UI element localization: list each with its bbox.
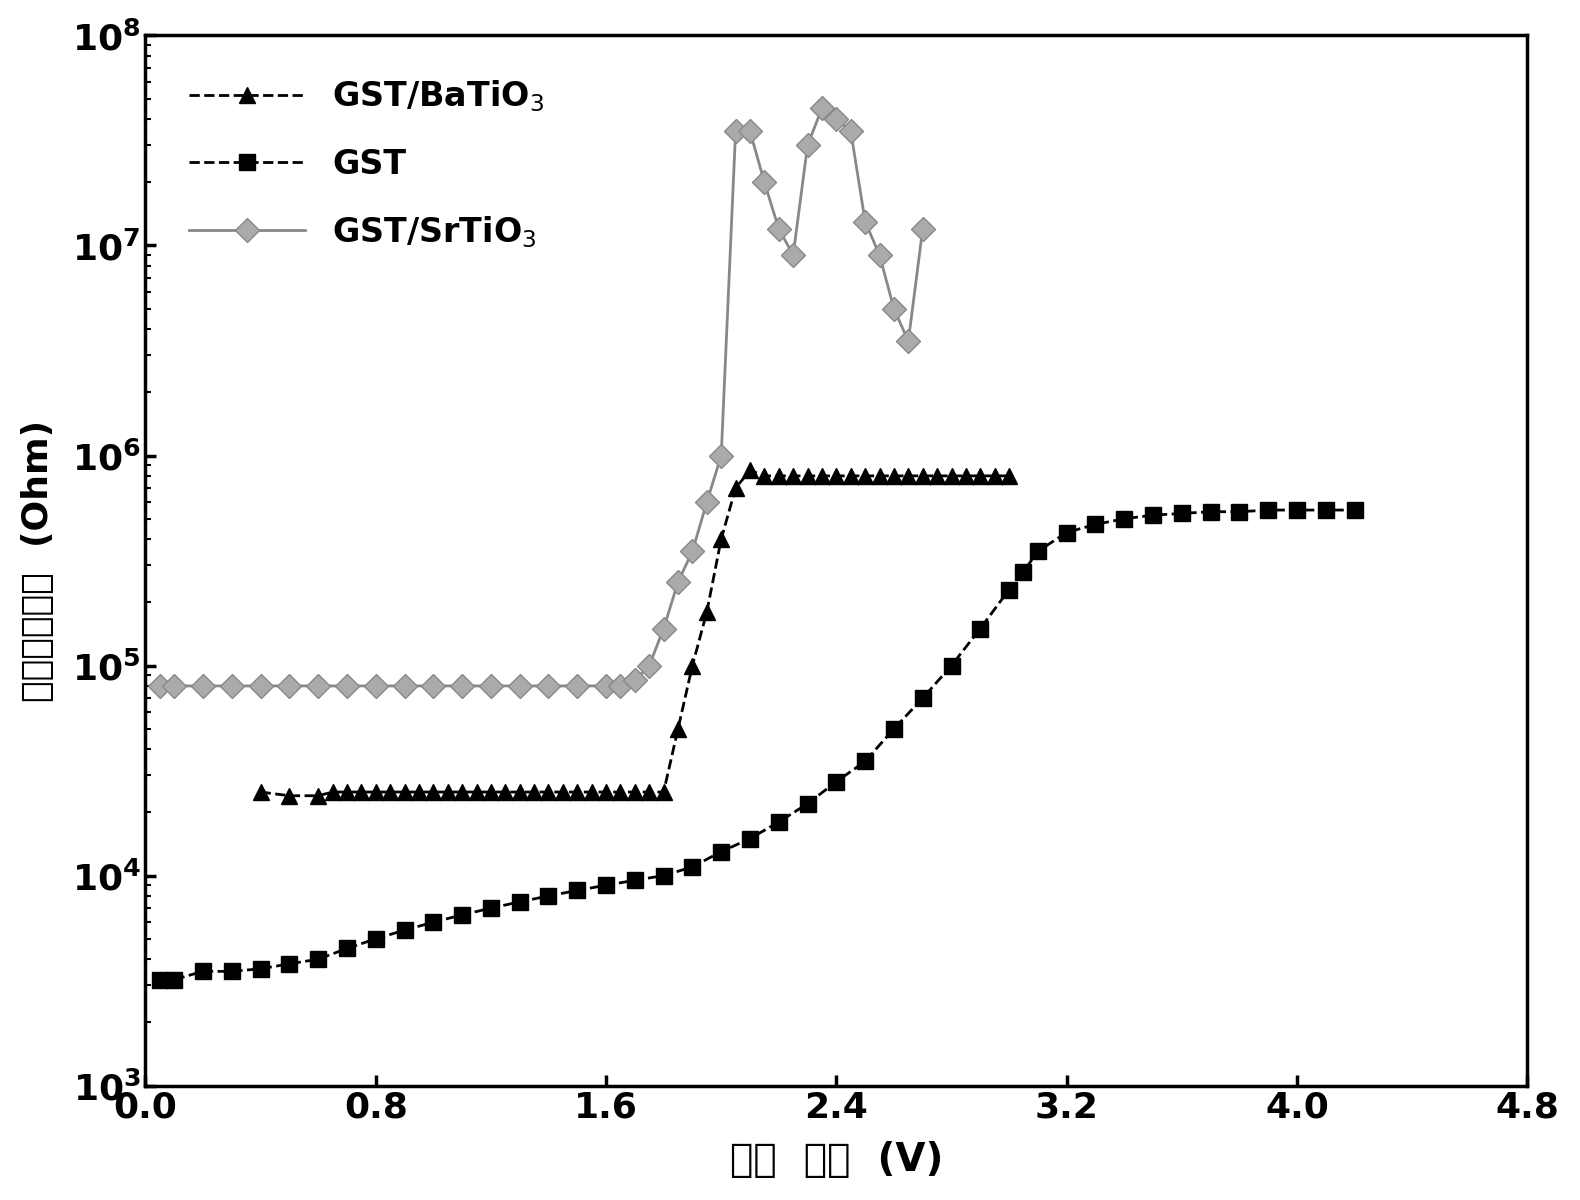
GST <box>885 721 904 736</box>
GST/SrTiO$_3$ <box>899 334 918 348</box>
GST <box>798 797 817 811</box>
Line: GST/BaTiO$_3$: GST/BaTiO$_3$ <box>253 462 1018 804</box>
GST/SrTiO$_3$ <box>784 248 803 263</box>
GST/SrTiO$_3$ <box>913 222 932 236</box>
GST/SrTiO$_3$ <box>338 679 357 694</box>
Legend: GST/BaTiO$_3$, GST, GST/SrTiO$_3$: GST/BaTiO$_3$, GST, GST/SrTiO$_3$ <box>163 52 570 276</box>
GST/SrTiO$_3$ <box>395 679 414 694</box>
GST <box>1144 508 1163 522</box>
GST/SrTiO$_3$ <box>798 138 817 152</box>
GST <box>223 964 242 978</box>
GST <box>826 774 845 788</box>
GST <box>482 901 501 916</box>
GST <box>567 883 586 898</box>
GST/SrTiO$_3$ <box>727 124 746 138</box>
GST/BaTiO$_3$ <box>784 469 803 484</box>
GST <box>1288 503 1307 517</box>
GST <box>942 659 961 673</box>
GST <box>769 815 788 829</box>
GST/SrTiO$_3$ <box>482 679 501 694</box>
GST/BaTiO$_3$ <box>986 469 1005 484</box>
GST <box>367 931 386 946</box>
GST/SrTiO$_3$ <box>668 575 687 589</box>
GST <box>597 878 616 893</box>
GST/SrTiO$_3$ <box>626 673 645 688</box>
GST/SrTiO$_3$ <box>308 679 327 694</box>
GST/SrTiO$_3$ <box>683 544 702 558</box>
GST/SrTiO$_3$ <box>539 679 558 694</box>
GST/BaTiO$_3$ <box>280 788 299 803</box>
GST <box>1115 511 1134 526</box>
Line: GST: GST <box>152 503 1362 988</box>
GST <box>1201 504 1220 518</box>
GST/SrTiO$_3$ <box>510 679 529 694</box>
GST/SrTiO$_3$ <box>640 659 659 673</box>
GST/SrTiO$_3$ <box>812 101 831 115</box>
GST <box>1345 503 1364 517</box>
GST/SrTiO$_3$ <box>223 679 242 694</box>
GST <box>395 923 414 937</box>
GST <box>338 941 357 955</box>
GST/SrTiO$_3$ <box>423 679 442 694</box>
GST/SrTiO$_3$ <box>567 679 586 694</box>
GST/SrTiO$_3$ <box>251 679 270 694</box>
GST <box>654 869 673 883</box>
GST/SrTiO$_3$ <box>452 679 471 694</box>
GST/SrTiO$_3$ <box>826 112 845 126</box>
GST/SrTiO$_3$ <box>280 679 299 694</box>
GST <box>164 972 183 986</box>
GST/SrTiO$_3$ <box>856 215 875 229</box>
Line: GST/SrTiO$_3$: GST/SrTiO$_3$ <box>152 100 931 695</box>
GST/BaTiO$_3$ <box>452 785 471 799</box>
GST/BaTiO$_3$ <box>510 785 529 799</box>
GST <box>1000 582 1019 596</box>
GST/SrTiO$_3$ <box>150 679 169 694</box>
GST/SrTiO$_3$ <box>164 679 183 694</box>
Y-axis label: 存储单元电阵  (Ohm): 存储单元电阵 (Ohm) <box>21 420 55 702</box>
GST <box>626 874 645 888</box>
GST <box>251 961 270 976</box>
GST <box>1259 503 1278 517</box>
GST/SrTiO$_3$ <box>741 124 760 138</box>
GST/SrTiO$_3$ <box>769 222 788 236</box>
GST/BaTiO$_3$ <box>525 785 544 799</box>
GST/SrTiO$_3$ <box>367 679 386 694</box>
GST <box>452 907 471 922</box>
GST/SrTiO$_3$ <box>611 679 630 694</box>
GST <box>683 859 702 874</box>
GST/BaTiO$_3$ <box>826 469 845 484</box>
GST <box>913 691 932 706</box>
GST <box>711 845 730 859</box>
GST <box>1229 504 1248 518</box>
GST <box>1172 506 1191 521</box>
GST/BaTiO$_3$ <box>251 785 270 799</box>
GST <box>1316 503 1335 517</box>
GST <box>1057 526 1076 540</box>
GST/SrTiO$_3$ <box>697 494 716 509</box>
X-axis label: 操作  电压  (V): 操作 电压 (V) <box>730 1141 943 1180</box>
GST <box>423 914 442 929</box>
GST <box>856 754 875 768</box>
GST <box>1014 564 1033 578</box>
GST/SrTiO$_3$ <box>597 679 616 694</box>
GST/SrTiO$_3$ <box>194 679 213 694</box>
GST/SrTiO$_3$ <box>711 449 730 463</box>
GST/SrTiO$_3$ <box>871 248 890 263</box>
GST/BaTiO$_3$ <box>1000 469 1019 484</box>
GST <box>150 972 169 986</box>
GST <box>1029 544 1048 558</box>
GST <box>194 964 213 978</box>
GST <box>1085 517 1104 532</box>
GST/SrTiO$_3$ <box>885 301 904 316</box>
GST/SrTiO$_3$ <box>755 175 774 190</box>
GST <box>539 889 558 904</box>
GST <box>308 952 327 966</box>
GST/BaTiO$_3$ <box>741 463 760 478</box>
GST <box>510 895 529 910</box>
GST <box>741 832 760 846</box>
GST/SrTiO$_3$ <box>841 124 860 138</box>
GST <box>280 956 299 971</box>
GST <box>970 622 989 636</box>
GST/SrTiO$_3$ <box>654 622 673 636</box>
